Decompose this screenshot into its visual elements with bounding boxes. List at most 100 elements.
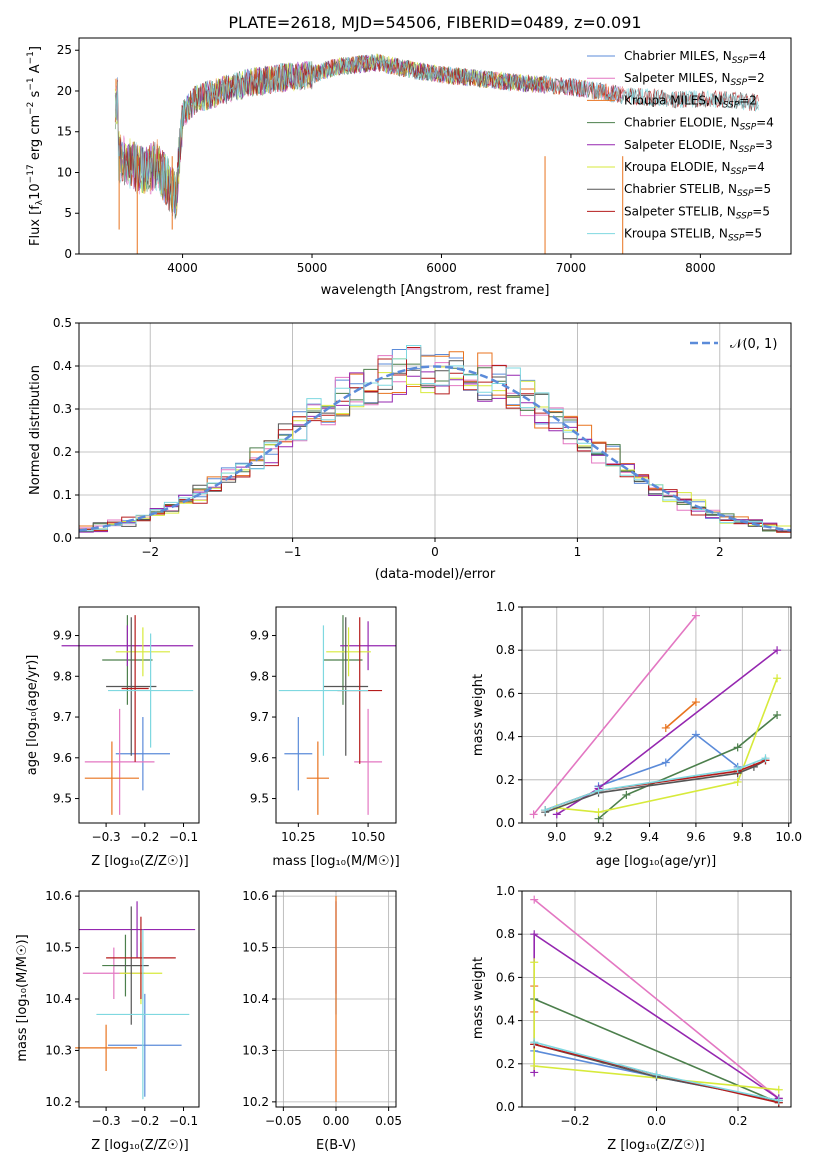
- y-tick-label: 0.6: [496, 686, 515, 700]
- x-tick-label: 2: [716, 545, 724, 559]
- x-tick-label: −0.2: [560, 1114, 589, 1128]
- age-weight-ylabel: mass weight: [471, 674, 486, 756]
- svg-text:𝒩(0, 1): 𝒩(0, 1): [730, 337, 777, 352]
- weight-marker: [733, 743, 742, 752]
- weight-line: [532, 615, 697, 815]
- y-tick-label: 10: [57, 165, 72, 179]
- y-tick-label: 10.5: [45, 941, 72, 955]
- y-tick-label: 0.6: [496, 970, 515, 984]
- x-tick-label: −0.1: [169, 1114, 198, 1128]
- x-tick-label: 1: [574, 545, 582, 559]
- x-tick-label: 4000: [167, 261, 198, 275]
- y-tick-label: 0.0: [496, 816, 515, 830]
- panel-z-age: −0.3 −0.2 −0.1 9.5 9.6 9.7 9.8 9.9: [53, 606, 200, 844]
- x-tick-label: 10.0: [775, 830, 802, 844]
- panel-age-weight: 9.0 9.2 9.4 9.6 9.8 10.0 0.0 0.2 0.4 0.6 0.8 1.0: [496, 600, 802, 844]
- y-tick-label: 0.4: [53, 359, 72, 373]
- y-tick-label: 9.9: [250, 629, 269, 643]
- y-tick-label: 0.2: [496, 773, 515, 787]
- panel-z-mass: −0.3 −0.2 −0.1 10.2 10.3 10.4 10.5 10.6: [45, 889, 200, 1128]
- legend-entry: Salpeter MILES, NSSP=2: [624, 71, 765, 88]
- weight-marker: [594, 808, 603, 817]
- weight-marker: [773, 646, 782, 655]
- legend-entry: Kroupa ELODIE, NSSP=4: [624, 160, 765, 177]
- weight-marker: [530, 958, 539, 967]
- y-tick-label: 0.0: [53, 531, 72, 545]
- panel-z-weight: −0.2 0.0 0.2 0.0 0.2 0.4 0.6 0.8 1.0: [496, 884, 792, 1128]
- weight-marker: [773, 711, 782, 719]
- weight-line: [556, 678, 778, 814]
- residual-ylabel: Normed distribution: [28, 365, 43, 495]
- legend-entry: Kroupa STELIB, NSSP=5: [624, 227, 762, 244]
- weight-marker: [530, 1061, 539, 1070]
- x-tick-label: 0.00: [323, 1114, 350, 1128]
- y-tick-label: 9.8: [53, 669, 72, 683]
- y-tick-label: 9.7: [250, 710, 269, 724]
- spectrum-title: PLATE=2618, MJD=54506, FIBERID=0489, z=0…: [228, 13, 641, 32]
- x-tick-label: 10.25: [281, 830, 315, 844]
- weight-line: [533, 898, 780, 1100]
- legend-entry: Salpeter ELODIE, NSSP=3: [624, 138, 773, 155]
- y-tick-label: 1.0: [496, 884, 515, 898]
- x-tick-label: 9.0: [547, 830, 566, 844]
- age-weight-xlabel: age [log₁₀(age/yr)]: [596, 854, 717, 869]
- x-tick-label: 8000: [685, 261, 716, 275]
- weight-marker: [622, 790, 631, 799]
- panel-mass-age: 10.25 10.50 9.5 9.6 9.7 9.8 9.9: [250, 606, 397, 844]
- residual-histogram: [79, 347, 791, 533]
- weight-marker: [773, 674, 782, 683]
- x-tick-label: 9.2: [594, 830, 613, 844]
- y-tick-label: 0.4: [496, 1014, 515, 1028]
- z-weight-ylabel: mass weight: [471, 957, 486, 1039]
- y-tick-label: 0.8: [496, 643, 515, 657]
- x-tick-label: 9.4: [640, 830, 659, 844]
- panel-ebv-mass: −0.05 0.00 0.05 10.2 10.3 10.4 10.5 10.6: [242, 889, 402, 1128]
- legend-entry: Chabrier ELODIE, NSSP=4: [624, 116, 774, 133]
- z-age-ylabel: age [log₁₀(age/yr)]: [25, 655, 40, 776]
- y-tick-label: 10.3: [45, 1043, 72, 1057]
- y-tick-label: 9.8: [250, 669, 269, 683]
- z-age-xlabel: Z [log₁₀(Z/Z☉)]: [91, 854, 188, 869]
- y-tick-label: 15: [57, 125, 72, 139]
- residual-xlabel: (data-model)/error: [375, 567, 496, 582]
- y-tick-label: 20: [57, 84, 72, 98]
- y-tick-label: 10.4: [242, 992, 269, 1006]
- x-tick-label: 9.8: [733, 830, 752, 844]
- weight-marker: [661, 723, 670, 732]
- y-tick-label: 10.6: [242, 889, 269, 903]
- z-mass-xlabel: Z [log₁₀(Z/Z☉)]: [91, 1138, 188, 1153]
- weight-marker: [541, 806, 550, 815]
- residual-plot: −2 −1 0 1 2 0.0 0.1 0.2 0.3 0.4 0.5 (data-model)/…: [28, 316, 792, 582]
- x-tick-label: 5000: [297, 261, 328, 275]
- x-tick-label: −0.1: [169, 830, 198, 844]
- y-tick-label: 0.1: [53, 488, 72, 502]
- weight-marker: [733, 777, 742, 786]
- z-weight-xlabel: Z [log₁₀(Z/Z☉)]: [607, 1138, 704, 1153]
- weight-marker: [661, 758, 670, 767]
- y-tick-label: 10.3: [242, 1043, 269, 1057]
- y-tick-label: 9.5: [53, 792, 72, 806]
- weight-line: [665, 701, 697, 729]
- spectrum-line: [114, 54, 759, 211]
- y-tick-label: 10.2: [45, 1095, 72, 1109]
- x-tick-label: 9.6: [686, 830, 705, 844]
- y-tick-label: 1.0: [496, 600, 515, 614]
- residual-histograms: [79, 345, 791, 533]
- weight-marker: [530, 1038, 539, 1047]
- y-tick-label: 9.5: [250, 792, 269, 806]
- weight-marker: [761, 754, 770, 763]
- x-tick-label: 0.2: [728, 1114, 747, 1128]
- x-tick-label: 0.05: [375, 1114, 402, 1128]
- legend-entry: Salpeter STELIB, NSSP=5: [624, 204, 770, 221]
- x-tick-label: 10.50: [351, 830, 385, 844]
- x-tick-label: −0.3: [92, 1114, 121, 1128]
- weight-marker: [733, 765, 742, 773]
- legend-entry: Chabrier MILES, NSSP=4: [624, 49, 766, 66]
- x-tick-label: −2: [141, 545, 159, 559]
- axes-frame: [275, 606, 397, 824]
- y-tick-label: 9.9: [53, 629, 72, 643]
- weight-line: [544, 757, 766, 811]
- x-tick-label: 6000: [426, 261, 457, 275]
- y-tick-label: 0.8: [496, 927, 515, 941]
